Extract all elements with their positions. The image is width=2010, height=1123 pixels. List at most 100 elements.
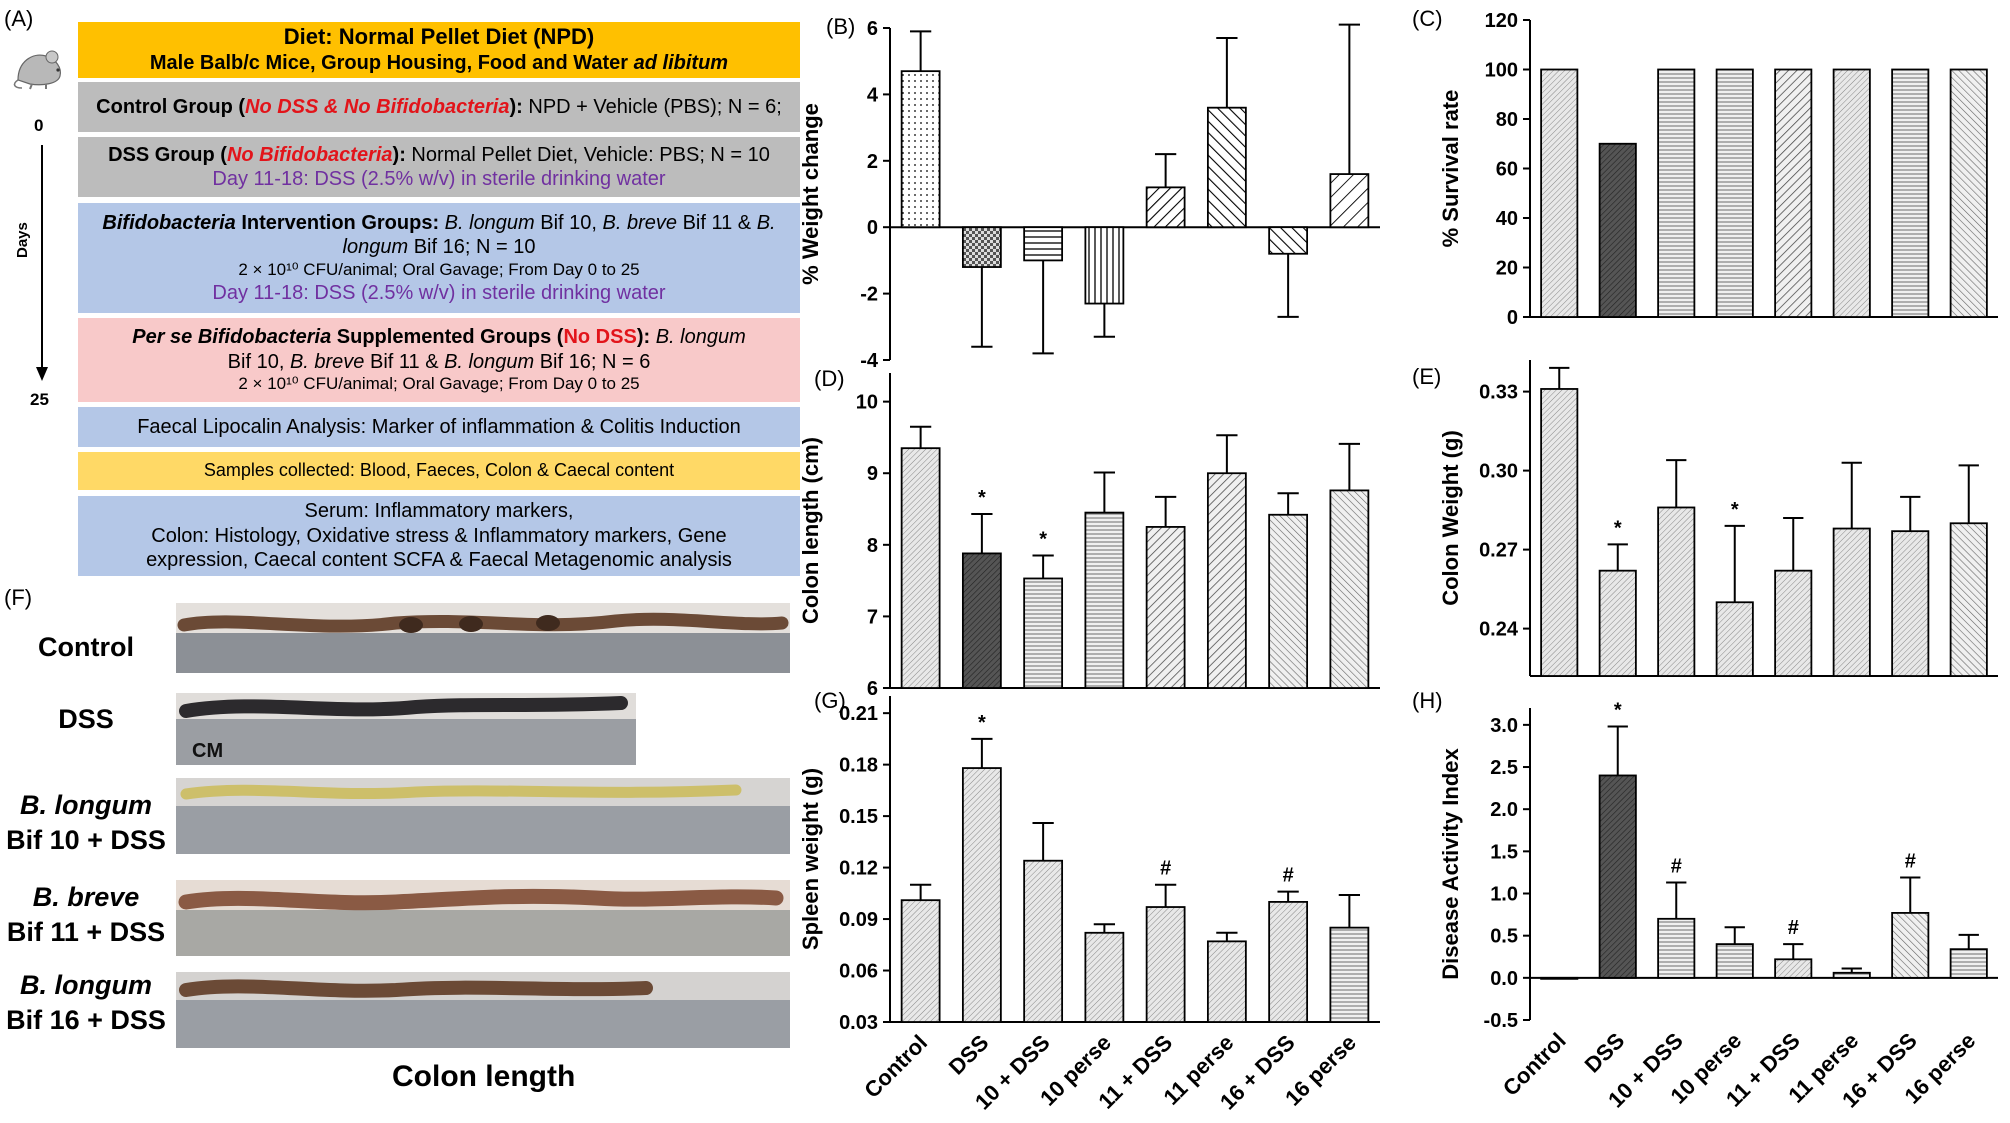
diet-sub-italic: ad libitum — [633, 52, 729, 75]
tick-label-h: 0.0 — [1490, 968, 1518, 990]
panel-label-c: (C) — [1412, 6, 1443, 31]
tick-label-d: 10 — [856, 392, 878, 414]
significance-marker-h: # — [1905, 850, 1916, 872]
panel-label-d: (D) — [814, 366, 845, 391]
samples-text: Samples collected: Blood, Faeces, Colon … — [203, 460, 675, 481]
bar-e — [1891, 530, 1930, 677]
panel-label-g: (G) — [814, 688, 846, 713]
y-axis-label-e: Colon Weight (g) — [1438, 430, 1463, 606]
bar-b — [1145, 186, 1186, 229]
timeline-end: 25 — [30, 390, 49, 409]
bar-b — [1206, 106, 1247, 229]
dss-group-box: DSS Group (No Bifidobacteria): Normal Pe… — [78, 137, 800, 197]
photo-label-bif11-1: B. breve — [32, 882, 140, 912]
panel-label-b: (B) — [826, 14, 856, 39]
control-title: Control Group ( — [96, 95, 246, 118]
photo-label-bif11-2: Bif 11 + DSS — [6, 917, 166, 948]
bar-d — [1023, 577, 1064, 689]
mouse-icon — [13, 50, 61, 90]
bar-d — [900, 447, 941, 689]
bar-h — [1657, 917, 1696, 979]
bar-g — [1206, 940, 1247, 1023]
bar-g — [961, 767, 1002, 1023]
int-2: Intervention Groups: — [235, 212, 440, 235]
significance-marker-h: # — [1788, 917, 1799, 939]
bar-d — [1268, 513, 1309, 689]
photo-label-bif10: B. longum Bif 10 + DSS — [0, 788, 172, 858]
y-axis-label-g: Spleen weight (g) — [798, 768, 823, 950]
chart-c: 0 20 40 60 80 100 120 % Survival rate — [1438, 10, 1998, 329]
bar-c — [1598, 142, 1637, 318]
chart-h: -0.5 0.0 0.5 1.0 1.5 2.0 2.5 3.0 Disease Activit… — [1438, 700, 1998, 1113]
bar-h — [1540, 976, 1579, 980]
bar-g — [1268, 900, 1309, 1023]
category-label-g: DSS — [944, 1030, 994, 1080]
panel-label-f: (F) — [4, 585, 33, 610]
tick-label-c: 100 — [1485, 60, 1518, 82]
chart-e: 0.24 0.27 0.30 0.33 Colon Weight (g) * * — [1438, 360, 1998, 677]
bar-b — [1268, 226, 1309, 255]
y-axis-label-c: % Survival rate — [1438, 90, 1463, 248]
perse-dose: 2 × 10¹⁰ CFU/animal; Oral Gavage; From D… — [238, 374, 640, 394]
int-6: Bif 11 & — [677, 212, 757, 235]
category-label-g: Control — [859, 1030, 932, 1103]
tick-label-b: 4 — [867, 84, 879, 106]
perse-2: Supplemented Groups ( — [331, 326, 564, 349]
dss-red: No Bifidobacteria — [226, 143, 393, 166]
int-3: B. longum — [439, 212, 535, 235]
bar-g — [1145, 906, 1186, 1023]
photo-label-bif16: B. longum Bif 16 + DSS — [0, 968, 172, 1038]
tick-label-g: 0.09 — [839, 909, 878, 931]
significance-marker-e: * — [1614, 517, 1622, 539]
bar-h — [1832, 971, 1871, 979]
panel-label-a: (A) — [4, 6, 34, 31]
tick-label-g: 0.03 — [839, 1012, 878, 1034]
tick-label-c: 0 — [1507, 307, 1518, 329]
colon-photo-control — [176, 603, 790, 673]
significance-marker-d: * — [978, 487, 986, 509]
samples-box: Samples collected: Blood, Faeces, Colon … — [78, 452, 800, 490]
tick-label-d: 9 — [867, 463, 878, 485]
photo-label-control-1: Control — [38, 632, 134, 662]
tick-label-b: 0 — [867, 217, 878, 239]
panel-label-e: (E) — [1412, 364, 1442, 389]
significance-marker-g: # — [1283, 865, 1294, 887]
bar-c — [1657, 68, 1696, 318]
bar-c — [1774, 68, 1813, 318]
colon-length-caption: Colon length — [392, 1060, 576, 1093]
diet-box: Diet: Normal Pellet Diet (NPD) Male Balb… — [78, 22, 800, 78]
tick-label-h: 1.5 — [1490, 841, 1518, 863]
bar-g — [1084, 931, 1125, 1023]
tick-label-e: 0.33 — [1479, 382, 1518, 404]
tick-label-h: 2.0 — [1490, 799, 1518, 821]
bar-h — [1598, 774, 1637, 979]
bar-b — [1084, 226, 1125, 305]
diet-title: Diet: Normal Pellet Diet (NPD) — [283, 24, 595, 50]
photo-label-bif10-2: Bif 10 + DSS — [6, 825, 166, 856]
bar-e — [1657, 506, 1696, 677]
serum-3: expression, Caecal content SCFA & Faecal… — [146, 549, 732, 572]
bar-c — [1715, 68, 1754, 318]
tick-label-b: -2 — [860, 284, 878, 306]
chart-b: -4 -2 0 2 4 6 % Weight change — [798, 18, 1380, 372]
photo-label-bif10-1: B. longum — [20, 790, 152, 820]
tick-label-d: 8 — [867, 535, 878, 557]
bar-b — [900, 70, 941, 229]
bar-d — [1145, 526, 1186, 689]
tick-label-g: 0.18 — [839, 755, 878, 777]
bar-e — [1540, 388, 1579, 677]
tick-label-c: 60 — [1496, 159, 1518, 181]
bar-e — [1598, 569, 1637, 677]
bar-d — [1206, 472, 1247, 689]
significance-marker-d: * — [1039, 529, 1047, 551]
int-8: longum — [342, 236, 409, 259]
tick-label-c: 20 — [1496, 258, 1518, 280]
intervention-box: Bifidobacteria Intervention Groups: B. l… — [78, 203, 800, 313]
analysis-box: Serum: Inflammatory markers, Colon: Hist… — [78, 496, 800, 576]
significance-marker-g: # — [1160, 858, 1171, 880]
int-7: B. — [756, 212, 776, 235]
significance-marker-h: # — [1671, 856, 1682, 878]
tick-label-e: 0.24 — [1479, 619, 1519, 641]
bar-e — [1715, 601, 1754, 677]
